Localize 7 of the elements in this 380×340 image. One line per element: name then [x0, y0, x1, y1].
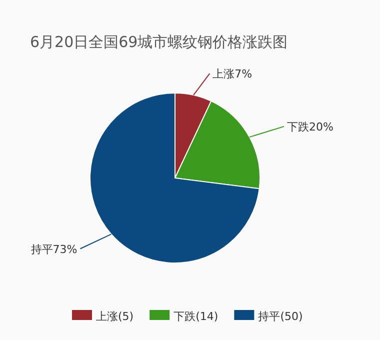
- chart-title: 6月20日全国69城市螺纹钢价格涨跌图: [30, 33, 288, 51]
- data-label: 下跌20%: [287, 120, 334, 134]
- legend-label: 上涨(5): [96, 310, 134, 323]
- legend-label: 下跌(14): [174, 310, 218, 323]
- legend-label: 持平(50): [258, 310, 303, 323]
- data-label: 持平73%: [30, 242, 78, 256]
- data-label: 上涨7%: [212, 68, 252, 81]
